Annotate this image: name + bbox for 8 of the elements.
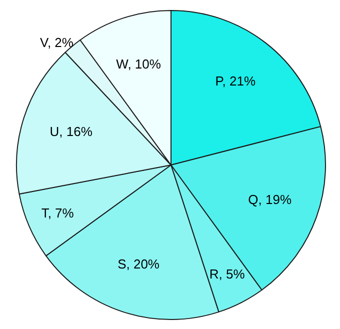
slice-label: W, 10%: [116, 56, 162, 72]
slice-label: P, 21%: [215, 74, 256, 89]
slice-label: Q, 19%: [248, 192, 292, 208]
slice-label: T, 7%: [41, 206, 74, 221]
slice-label: V, 2%: [40, 35, 74, 50]
slice-label: R, 5%: [209, 266, 246, 282]
slice-label: S, 20%: [118, 256, 160, 272]
slice-label: U, 16%: [50, 124, 93, 140]
